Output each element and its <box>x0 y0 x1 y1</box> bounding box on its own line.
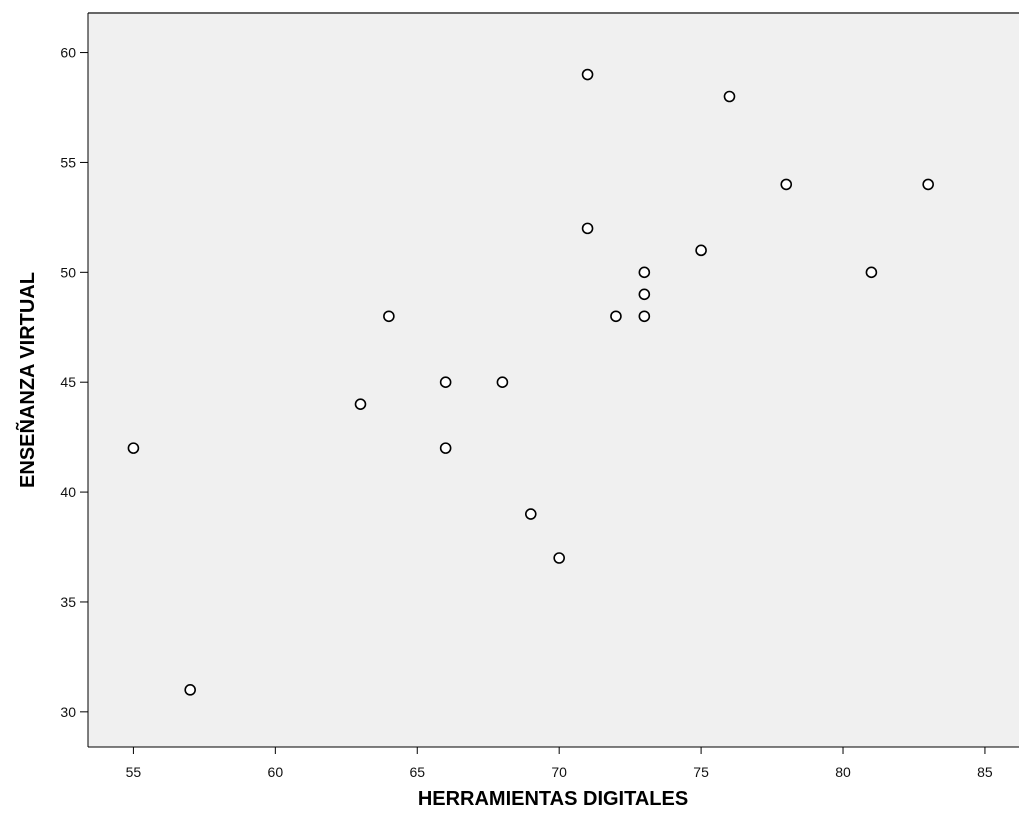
scatter-point <box>184 684 196 696</box>
x-tick-label: 80 <box>835 764 851 780</box>
x-axis-title: HERRAMIENTAS DIGITALES <box>418 788 688 810</box>
scatter-point <box>524 508 537 520</box>
y-tick-label: 50 <box>60 264 76 280</box>
scatter-point <box>127 442 140 454</box>
y-axis-ticks: 30 35 40 45 50 55 60 <box>60 45 88 720</box>
x-tick-label: 60 <box>268 764 284 780</box>
scatter-point <box>723 90 736 103</box>
scatter-point <box>780 178 793 191</box>
y-tick-label: 40 <box>60 484 76 500</box>
plot-area-background <box>88 13 1019 747</box>
scatter-point <box>638 310 651 323</box>
y-tick-label: 55 <box>60 154 76 170</box>
x-tick-label: 70 <box>551 764 567 780</box>
scatter-point <box>610 310 622 323</box>
y-tick-label: 35 <box>60 594 76 610</box>
scatter-point <box>638 266 651 279</box>
scatter-point <box>439 442 452 454</box>
x-tick-label: 75 <box>693 764 709 780</box>
scatter-point <box>383 310 395 323</box>
scatter-point <box>638 288 651 301</box>
x-tick-label: 85 <box>977 764 993 780</box>
x-tick-label: 65 <box>409 764 425 780</box>
y-tick-label: 45 <box>60 374 76 390</box>
scatter-point <box>553 552 565 564</box>
scatter-point <box>695 244 707 257</box>
x-tick-label: 55 <box>126 764 142 780</box>
scatter-point <box>865 266 878 279</box>
scatter-point <box>354 398 367 410</box>
y-axis-title: ENSEÑANZA VIRTUAL <box>16 272 39 488</box>
scatter-point <box>496 376 509 388</box>
x-axis-ticks: 55 60 65 70 75 80 85 <box>126 747 993 780</box>
scatter-point <box>581 68 594 81</box>
y-tick-label: 60 <box>60 45 76 61</box>
scatter-point <box>581 222 594 235</box>
scatter-point <box>439 376 452 388</box>
data-points <box>127 68 934 696</box>
scatter-point <box>922 178 934 191</box>
y-tick-label: 30 <box>60 704 76 720</box>
